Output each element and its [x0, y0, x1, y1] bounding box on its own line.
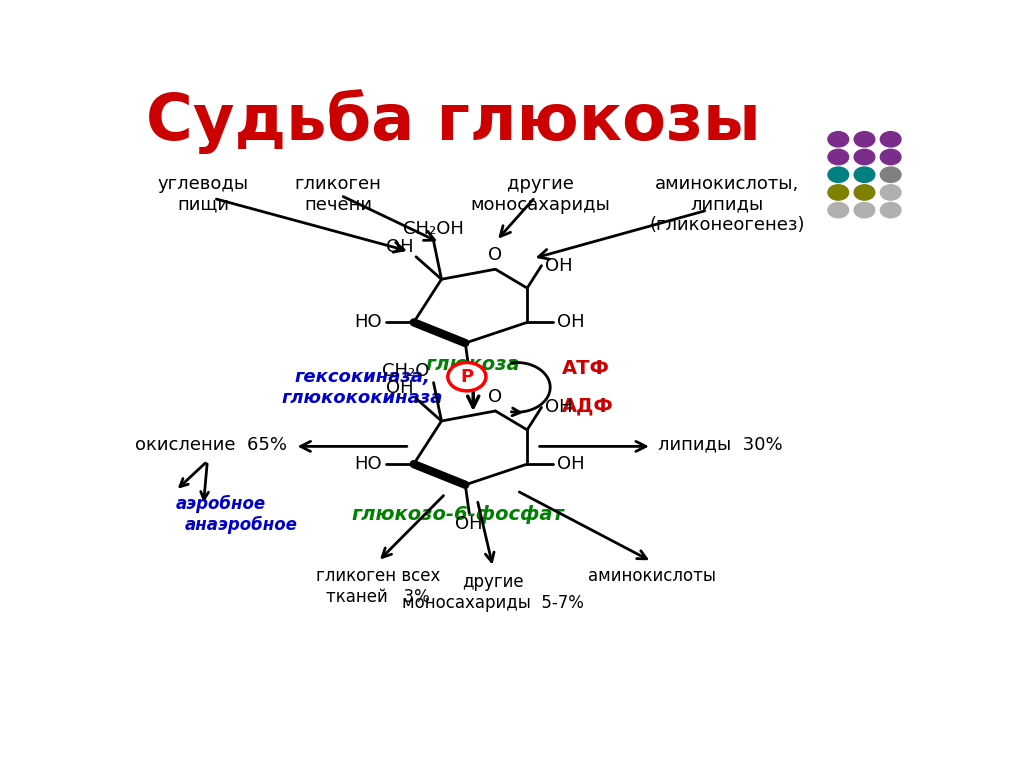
Circle shape [854, 185, 874, 200]
Circle shape [881, 150, 901, 165]
Circle shape [854, 202, 874, 218]
Text: O: O [488, 246, 503, 265]
Text: O: O [488, 388, 503, 407]
Circle shape [881, 132, 901, 147]
Text: OH: OH [456, 515, 483, 533]
Text: окисление  65%: окисление 65% [135, 436, 287, 453]
Circle shape [881, 185, 901, 200]
Text: OH: OH [557, 455, 584, 473]
Text: АДФ: АДФ [562, 397, 613, 416]
Text: гексокиназа,
глюкококиназа: гексокиназа, глюкококиназа [282, 368, 442, 407]
Circle shape [881, 167, 901, 183]
Circle shape [854, 167, 874, 183]
Text: липиды  30%: липиды 30% [658, 436, 782, 453]
Text: CH₂OH: CH₂OH [403, 220, 464, 238]
Circle shape [828, 202, 849, 218]
Text: гликоген всех
тканей   3%: гликоген всех тканей 3% [315, 568, 440, 606]
Text: OH: OH [557, 314, 584, 331]
Text: HO: HO [354, 455, 382, 473]
Text: P: P [461, 367, 473, 386]
Text: OH: OH [386, 238, 414, 255]
Circle shape [854, 150, 874, 165]
Circle shape [854, 132, 874, 147]
Text: Судьба глюкозы: Судьба глюкозы [146, 89, 761, 154]
Text: глюкозо-6-фосфат: глюкозо-6-фосфат [351, 505, 564, 525]
Text: аминокислоты,
липиды
(гликонеогенез): аминокислоты, липиды (гликонеогенез) [649, 175, 805, 235]
Text: OH: OH [546, 257, 573, 275]
Text: CH₂O: CH₂O [382, 362, 430, 380]
Circle shape [881, 202, 901, 218]
Text: глюкоза: глюкоза [426, 355, 520, 374]
Text: OH: OH [386, 380, 414, 397]
Circle shape [828, 167, 849, 183]
Text: гликоген
печени: гликоген печени [295, 175, 382, 213]
Circle shape [828, 150, 849, 165]
Circle shape [447, 363, 486, 391]
Text: АТФ: АТФ [562, 359, 610, 378]
Circle shape [828, 185, 849, 200]
Text: аэробное: аэробное [176, 495, 266, 513]
Text: OH: OH [546, 398, 573, 416]
Text: аминокислоты: аминокислоты [588, 568, 716, 585]
Text: OH: OH [456, 374, 483, 391]
Text: другие
моносахариды: другие моносахариды [471, 175, 610, 213]
Circle shape [828, 132, 849, 147]
Text: другие
моносахариды  5-7%: другие моносахариды 5-7% [402, 574, 584, 612]
Text: анаэробное: анаэробное [185, 516, 298, 535]
Text: HO: HO [354, 314, 382, 331]
Text: углеводы
пищи: углеводы пищи [158, 175, 249, 213]
